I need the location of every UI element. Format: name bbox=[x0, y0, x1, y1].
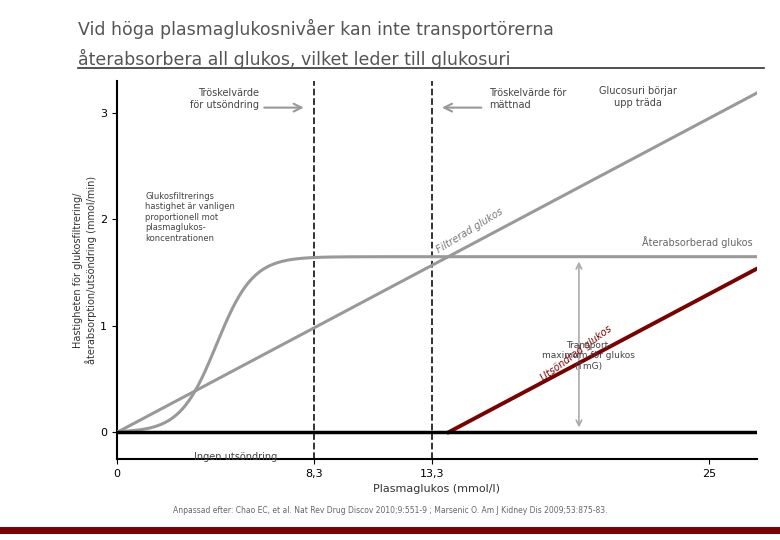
Y-axis label: Hastigheten för glukosfiltrering/
återabsorption/utsöndring (mmol/min): Hastigheten för glukosfiltrering/ återab… bbox=[73, 176, 98, 364]
Text: Tröskelvärde för
mättnad: Tröskelvärde för mättnad bbox=[489, 89, 566, 110]
Text: Glucosuri börjar
upp träda: Glucosuri börjar upp träda bbox=[599, 86, 677, 108]
Text: Transport-
maximum för glukos
(TmG): Transport- maximum för glukos (TmG) bbox=[542, 341, 635, 370]
Text: Tröskelvärde
för utsöndring: Tröskelvärde för utsöndring bbox=[190, 89, 259, 110]
Text: Glukosfiltrerings
hastighet är vanligen
proportionell mot
plasmaglukos-
koncentr: Glukosfiltrerings hastighet är vanligen … bbox=[145, 192, 236, 242]
X-axis label: Plasmaglukos (mmol/l): Plasmaglukos (mmol/l) bbox=[374, 484, 500, 494]
Text: Filtrerad glukos: Filtrerad glukos bbox=[434, 207, 505, 255]
Text: Återabsorberad glukos: Återabsorberad glukos bbox=[642, 237, 753, 248]
Text: Ingen utsöndring: Ingen utsöndring bbox=[193, 451, 277, 462]
Text: Utsöndrad glukos: Utsöndrad glukos bbox=[538, 324, 613, 383]
Text: Vid höga plasmaglukosnivåer kan inte transportörerna: Vid höga plasmaglukosnivåer kan inte tra… bbox=[78, 19, 554, 39]
Text: Anpassad efter: Chao EC, et al. Nat Rev Drug Discov 2010;9:551-9 ; Marsenic O. A: Anpassad efter: Chao EC, et al. Nat Rev … bbox=[172, 506, 608, 515]
Text: återabsorbera all glukos, vilket leder till glukosuri: återabsorbera all glukos, vilket leder t… bbox=[78, 49, 510, 69]
